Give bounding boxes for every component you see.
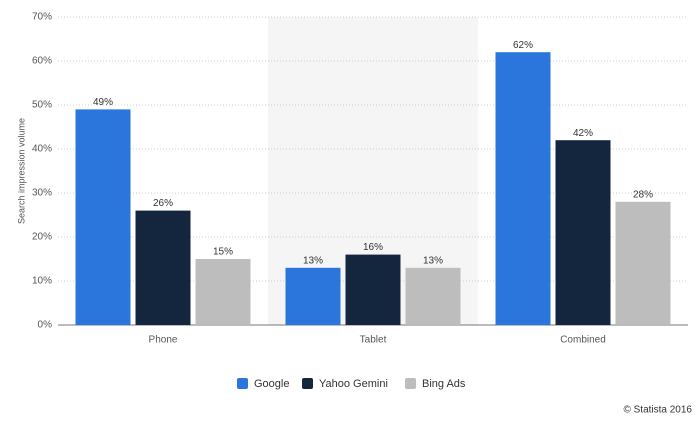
y-tick-label: 0%: [38, 320, 53, 331]
value-label: 49%: [93, 97, 113, 108]
legend-swatch: [405, 378, 416, 389]
value-label: 42%: [573, 128, 593, 139]
bar: [495, 52, 551, 325]
y-tick-label: 50%: [32, 100, 52, 111]
y-tick-label: 30%: [32, 188, 52, 199]
y-tick-label: 70%: [32, 12, 52, 23]
value-label: 16%: [363, 242, 383, 253]
bar: [285, 267, 341, 325]
y-axis-title: Search impression volume: [16, 118, 26, 224]
legend-swatch: [237, 378, 248, 389]
value-label: 26%: [153, 198, 173, 209]
legend-label: Bing Ads: [422, 378, 466, 390]
bar: [615, 201, 671, 325]
bar: [75, 109, 131, 326]
bar: [555, 140, 611, 325]
y-tick-label: 60%: [32, 56, 52, 67]
legend-swatch: [302, 378, 313, 389]
value-label: 13%: [303, 255, 323, 266]
x-tick-label: Tablet: [360, 335, 387, 346]
value-label: 62%: [513, 40, 533, 51]
value-label: 28%: [633, 189, 653, 200]
value-label: 13%: [423, 255, 443, 266]
value-label: 15%: [213, 247, 233, 258]
y-tick-label: 20%: [32, 232, 52, 243]
bar: [195, 259, 251, 325]
bar: [345, 254, 401, 325]
x-tick-label: Phone: [149, 335, 178, 346]
legend-label: Google: [254, 378, 289, 390]
y-tick-label: 40%: [32, 144, 52, 155]
y-tick-label: 10%: [32, 276, 52, 287]
bar: [135, 210, 191, 325]
credit: © Statista 2016: [623, 405, 692, 416]
bar: [405, 267, 461, 325]
legend-label: Yahoo Gemini: [319, 378, 388, 390]
x-tick-label: Combined: [560, 335, 606, 346]
